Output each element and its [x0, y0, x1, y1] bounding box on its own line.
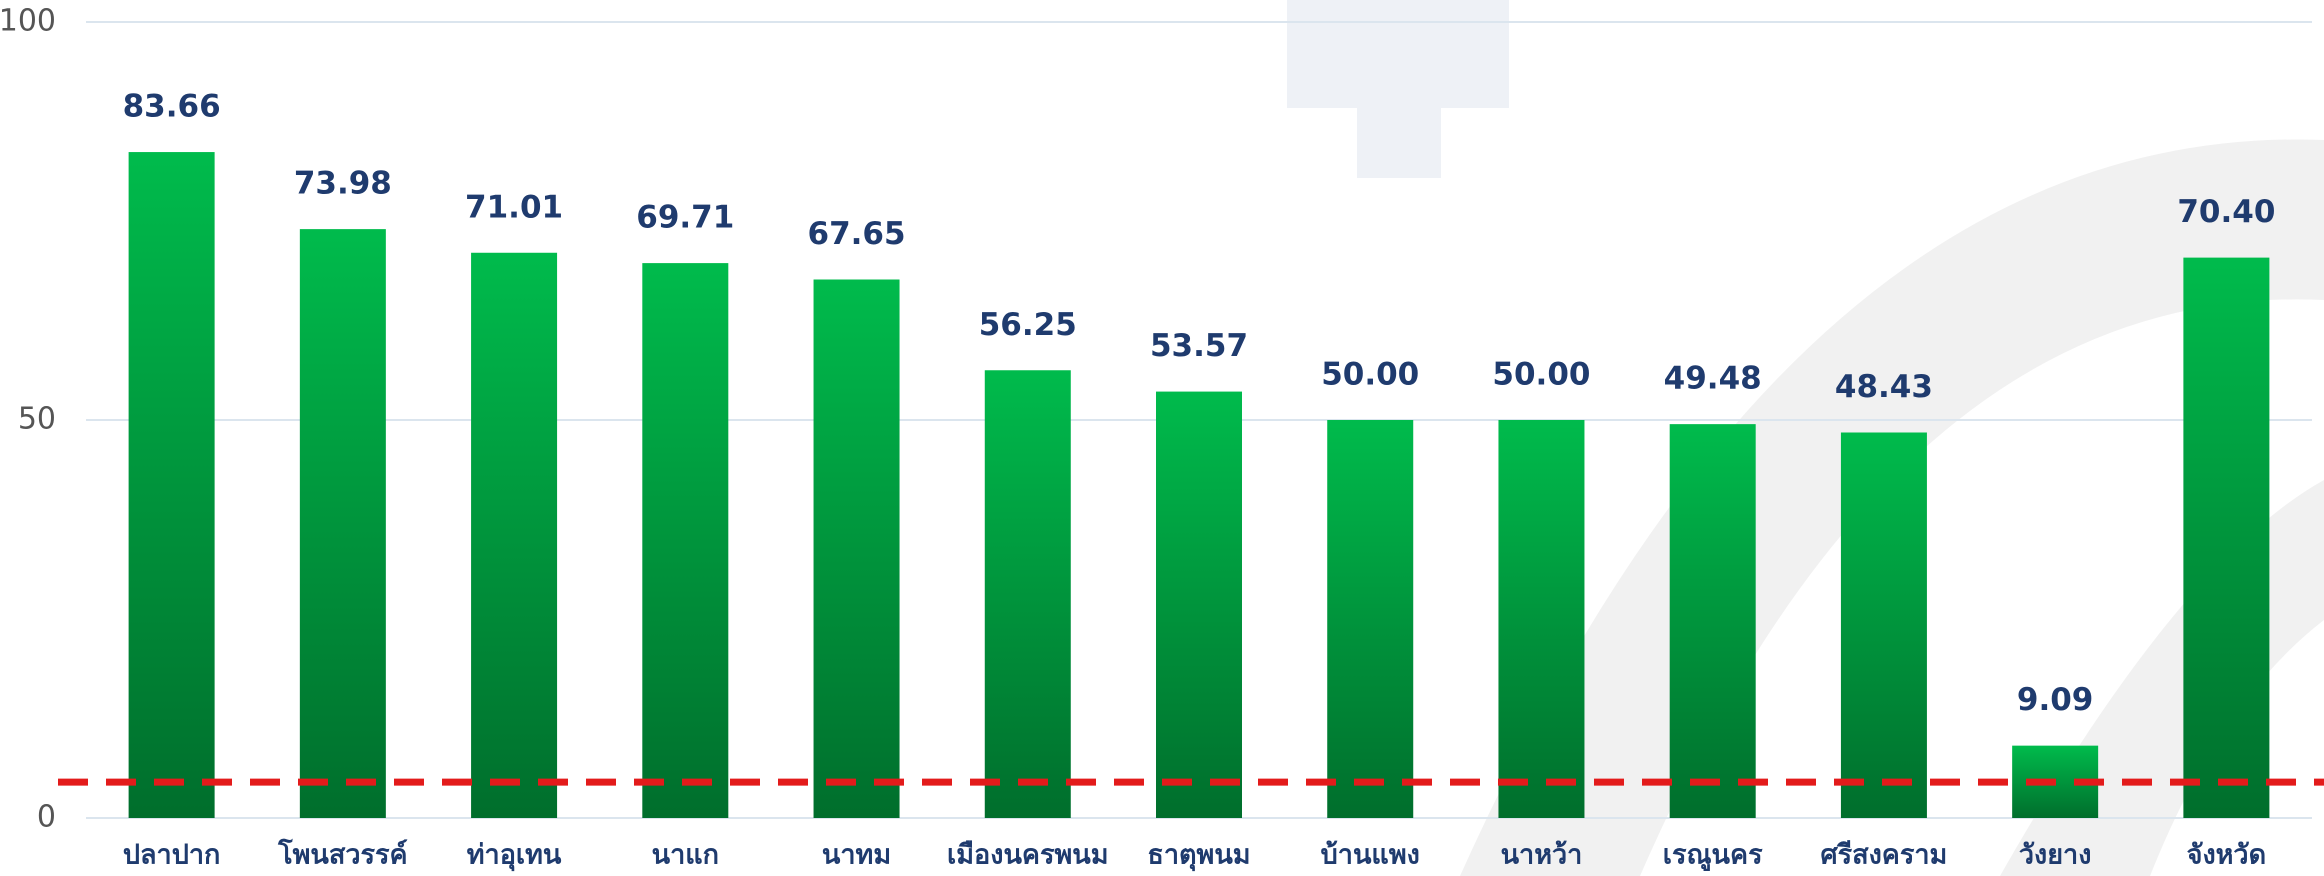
- x-tick-label: จังหวัด: [2187, 840, 2267, 871]
- value-label: 48.43: [1835, 369, 1933, 405]
- value-label: 9.09: [2017, 682, 2094, 718]
- x-tick-label: ท่าอุเทน: [467, 840, 562, 872]
- value-label: 83.66: [123, 89, 221, 125]
- x-tick-label: ปลาปาก: [123, 840, 221, 871]
- x-tick-label: เมืองนครพนม: [947, 840, 1109, 871]
- bar: [128, 152, 215, 818]
- x-tick-label: ธาตุพนม: [1147, 840, 1250, 872]
- x-tick-label: โพนสวรรค์: [277, 838, 407, 871]
- bar: [1156, 391, 1242, 818]
- y-tick-label: 50: [18, 402, 56, 437]
- value-label: 71.01: [465, 189, 563, 225]
- watermark: [1287, 0, 1509, 178]
- bar: [1327, 420, 1414, 818]
- value-label: 73.98: [294, 166, 392, 202]
- value-label: 53.57: [1150, 328, 1248, 364]
- value-label: 67.65: [808, 216, 906, 252]
- bar: [1669, 424, 1756, 818]
- value-label: 50.00: [1492, 357, 1590, 393]
- y-tick-label: 0: [37, 800, 56, 835]
- bar: [1498, 420, 1585, 818]
- x-tick-label: นาทม: [822, 840, 891, 871]
- y-tick-label: 100: [0, 4, 56, 39]
- bar: [642, 263, 729, 818]
- bar: [471, 252, 558, 819]
- value-label: 69.71: [636, 200, 734, 236]
- x-tick-label: วังยาง: [2019, 840, 2092, 871]
- x-tick-label: นาหว้า: [1501, 840, 1583, 871]
- value-label: 50.00: [1321, 357, 1419, 393]
- bar: [2183, 257, 2270, 819]
- value-label: 70.40: [2177, 194, 2275, 230]
- bar: [984, 370, 1071, 818]
- bar: [813, 279, 900, 819]
- x-tick-label: เรณูนคร: [1663, 840, 1763, 872]
- x-tick-label: บ้านแพง: [1321, 840, 1420, 871]
- x-tick-label: ศรีสงคราม: [1821, 840, 1948, 871]
- bar: [299, 229, 386, 818]
- x-tick-label: นาแก: [652, 840, 719, 871]
- bar: [1840, 432, 1927, 818]
- value-label: 56.25: [979, 307, 1077, 343]
- value-label: 49.48: [1664, 361, 1762, 397]
